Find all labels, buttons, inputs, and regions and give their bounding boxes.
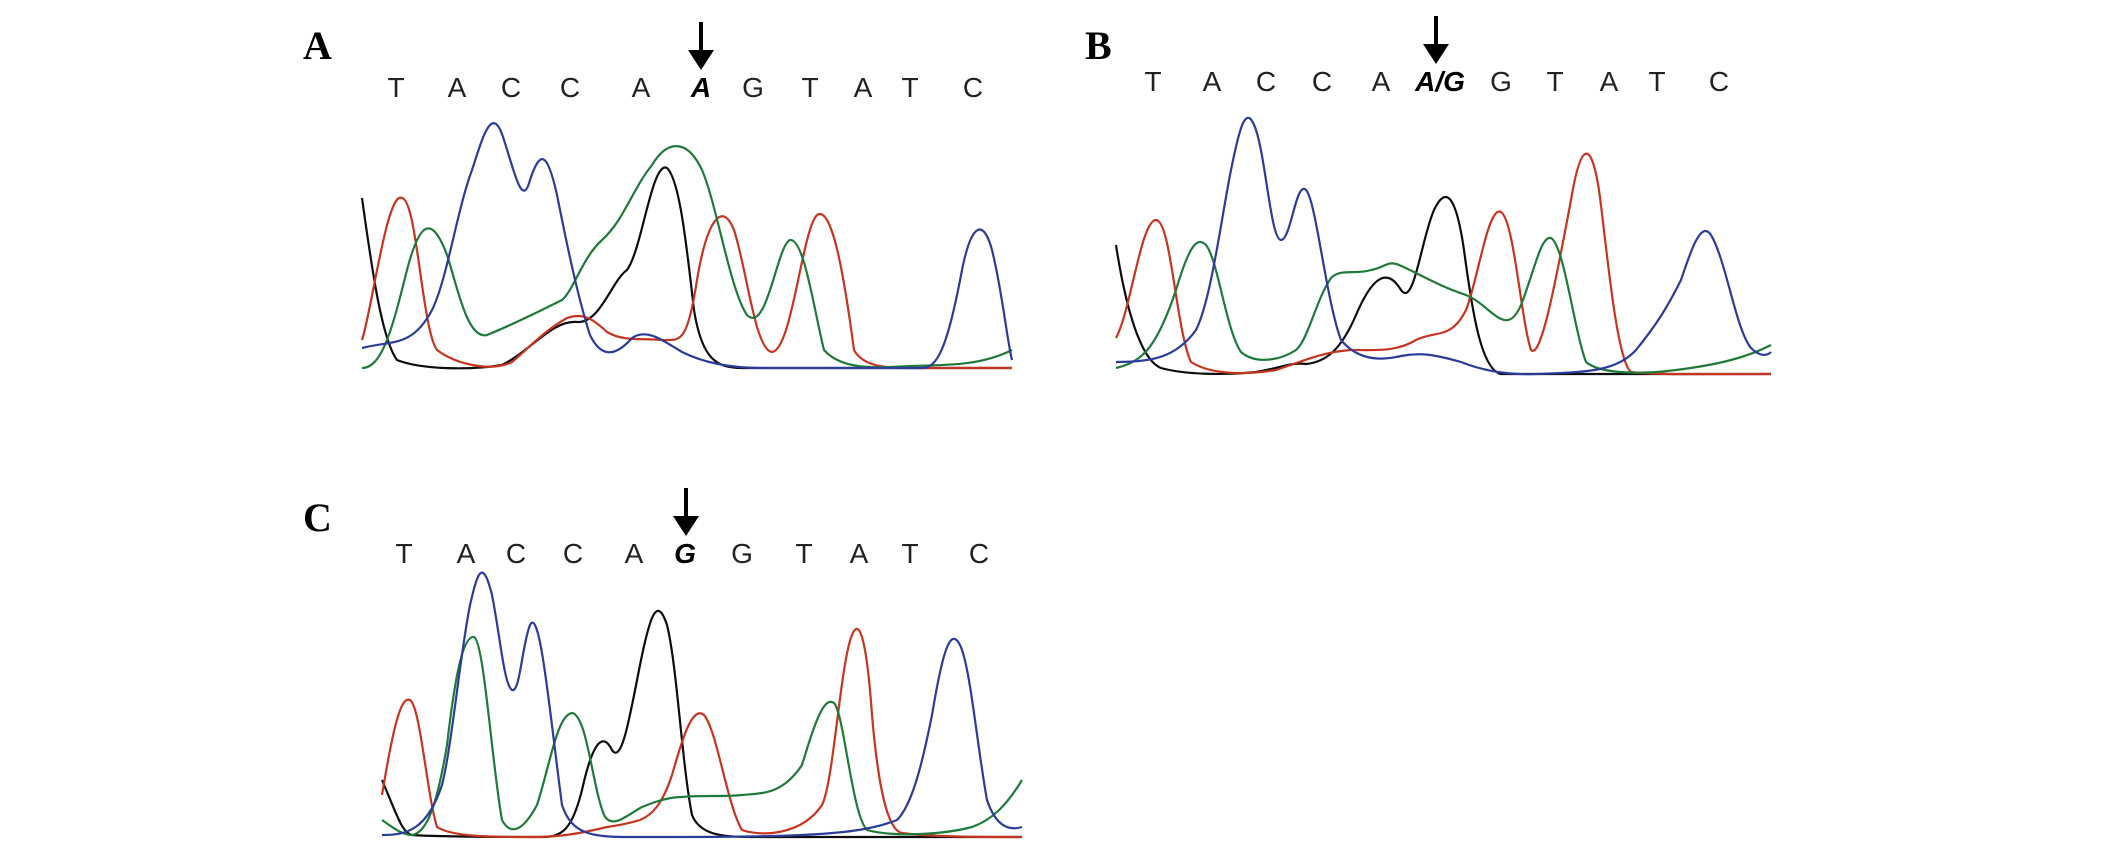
- down-arrow-icon: [688, 22, 714, 70]
- trace-b-T: [1115, 152, 1772, 376]
- trace-b-C: [1115, 116, 1772, 376]
- panel-b-label: B: [1085, 23, 1112, 68]
- trace-c-T: [380, 628, 1023, 839]
- chromatogram-a: [360, 122, 1014, 370]
- chromatogram-b: [1114, 116, 1772, 376]
- base-c-4: A: [624, 538, 644, 569]
- base-a-8: A: [853, 72, 873, 103]
- trace-a-G: [360, 166, 1012, 370]
- base-b-7: T: [1546, 66, 1564, 97]
- base-a-6: G: [742, 72, 764, 103]
- base-a-9: T: [901, 72, 919, 103]
- base-c-3: C: [562, 538, 584, 569]
- base-a-10: C: [962, 72, 984, 103]
- down-arrow-icon: [673, 488, 699, 536]
- trace-a-C: [361, 122, 1014, 370]
- trace-a-A: [361, 145, 1013, 370]
- base-a-2: C: [500, 72, 522, 103]
- trace-c-A: [381, 635, 1023, 837]
- base-c-7: T: [795, 538, 813, 569]
- trace-b-G: [1114, 196, 1771, 376]
- base-b-1: A: [1202, 66, 1222, 97]
- base-b-2: C: [1255, 66, 1277, 97]
- trace-a-T: [360, 196, 1012, 370]
- base-b-10: C: [1708, 66, 1730, 97]
- base-c-6: G: [731, 538, 753, 569]
- base-c-9: T: [901, 538, 919, 569]
- base-a-4: A: [631, 72, 651, 103]
- base-b-6: G: [1490, 66, 1512, 97]
- base-a-3: C: [559, 72, 581, 103]
- trace-b-A: [1115, 236, 1772, 374]
- base-b-9: T: [1648, 66, 1666, 97]
- trace-c-C: [381, 571, 1023, 839]
- variant-base-a: A: [690, 72, 712, 103]
- base-a-0: T: [387, 72, 405, 103]
- base-a-1: A: [447, 72, 467, 103]
- panel-c-label: C: [303, 495, 332, 540]
- panel-a-label: A: [303, 23, 332, 68]
- base-c-2: C: [505, 538, 527, 569]
- base-b-8: A: [1599, 66, 1619, 97]
- base-b-4: A: [1371, 66, 1391, 97]
- variant-base-b: A/G: [1415, 66, 1465, 97]
- variant-base-c: G: [674, 538, 696, 569]
- base-c-10: C: [968, 538, 990, 569]
- down-arrow-icon: [1423, 16, 1449, 64]
- base-c-1: A: [456, 538, 476, 569]
- base-c-8: A: [849, 538, 869, 569]
- chromatogram-c: [380, 571, 1023, 839]
- base-b-0: T: [1144, 66, 1162, 97]
- base-a-7: T: [801, 72, 819, 103]
- base-c-0: T: [395, 538, 413, 569]
- base-b-3: C: [1311, 66, 1333, 97]
